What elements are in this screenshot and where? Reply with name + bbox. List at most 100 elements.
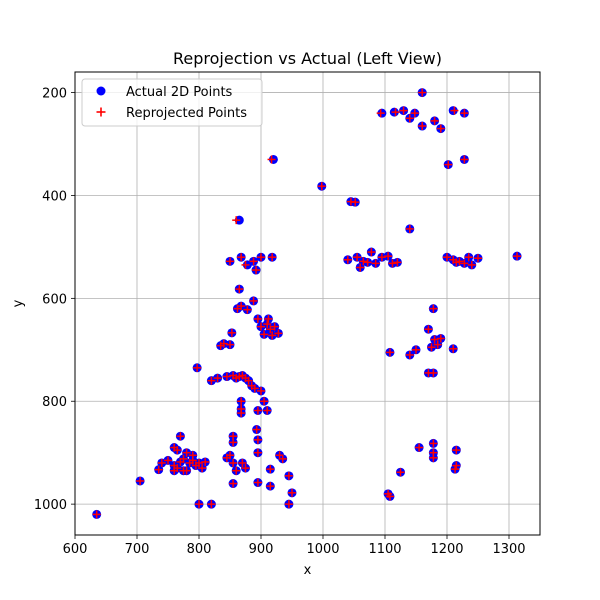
reprojected-point: [260, 330, 269, 339]
reprojected-point: [232, 216, 241, 225]
reprojected-point: [376, 109, 385, 118]
reprojected-point: [385, 348, 394, 357]
reprojected-point: [182, 448, 191, 457]
reprojected-point: [443, 253, 451, 262]
axis-ticks: 600 700 800 900 1000 1100 1200 1300 200 400 600 800…: [34, 87, 526, 557]
reprojected-point: [266, 482, 275, 491]
reprojected-point: [195, 500, 203, 509]
reprojected-point: [367, 248, 376, 257]
data-points: [92, 88, 522, 519]
reprojected-point: [252, 266, 261, 275]
legend-label-reprojected: Reprojected Points: [126, 106, 247, 121]
y-tick-label: 600: [42, 292, 67, 307]
reprojected-point: [207, 376, 216, 385]
reprojected-point: [460, 259, 469, 268]
reprojected-point: [449, 344, 458, 353]
reprojected-point: [467, 260, 476, 269]
reprojected-point: [241, 260, 250, 269]
reprojected-point: [396, 468, 405, 477]
reprojected-point: [451, 465, 460, 474]
reprojected-point: [257, 386, 265, 395]
reprojected-point: [216, 341, 225, 350]
reprojected-point: [424, 325, 433, 334]
legend-marker-reprojected: [96, 107, 106, 117]
reprojected-point: [253, 314, 262, 323]
reprojected-point: [179, 466, 188, 475]
reprojected-point: [136, 476, 145, 485]
reprojected-point: [201, 457, 210, 466]
reprojected-point: [249, 257, 258, 266]
reprojected-point: [388, 259, 397, 268]
reprojected-point: [164, 456, 172, 465]
reprojected-point: [436, 124, 445, 133]
reprojected-point: [257, 253, 265, 262]
reprojected-point: [243, 305, 252, 314]
reprojected-point: [222, 372, 231, 381]
reprojected-point: [436, 334, 445, 343]
reprojected-point: [460, 155, 469, 164]
reprojected-point: [188, 451, 197, 460]
reprojected-point: [173, 446, 182, 455]
reprojected-point: [284, 471, 293, 480]
reprojected-point: [253, 448, 262, 457]
y-tick-label: 1000: [34, 498, 67, 513]
reprojected-point: [266, 325, 275, 334]
reprojected-point: [288, 488, 296, 497]
x-tick-label: 800: [187, 542, 212, 557]
reprojected-point: [391, 108, 400, 117]
x-tick-label: 600: [63, 542, 88, 557]
reprojected-point: [268, 331, 277, 340]
reprojected-point: [410, 109, 419, 118]
reprojected-point: [260, 397, 269, 406]
legend: Actual 2D Points Reprojected Points: [81, 78, 263, 127]
reprojected-point: [270, 322, 279, 331]
reprojected-point: [263, 406, 272, 415]
reprojected-point: [213, 374, 222, 383]
reprojected-point: [455, 257, 464, 266]
reprojected-point: [229, 458, 238, 467]
reprojected-point: [351, 198, 360, 207]
reprojected-point: [252, 425, 261, 434]
reprojected-point: [464, 253, 473, 262]
x-tick-label: 1300: [492, 542, 525, 557]
reprojected-point: [429, 368, 438, 377]
reprojected-point: [363, 258, 372, 267]
reprojected-point: [278, 454, 287, 463]
reprojected-point: [238, 458, 247, 467]
reprojected-point: [418, 88, 427, 97]
reprojected-point: [385, 492, 394, 501]
reprojected-point: [317, 182, 326, 191]
reprojected-point: [227, 328, 236, 337]
reprojected-point: [430, 335, 439, 344]
reprojected-point: [237, 409, 246, 418]
reprojected-point: [371, 259, 380, 268]
legend-box: [81, 78, 263, 127]
x-tick-label: 1000: [306, 542, 339, 557]
reprojected-point: [433, 340, 442, 349]
reprojected-point: [444, 160, 453, 169]
reprojected-point: [249, 296, 258, 305]
chart-title: Reprojection vs Actual (Left View): [173, 49, 442, 68]
y-tick-label: 800: [42, 395, 67, 410]
reprojected-point: [226, 451, 234, 460]
reprojected-point: [237, 253, 246, 262]
reprojected-point: [170, 466, 179, 475]
reprojected-point: [513, 252, 522, 261]
reprojected-point: [268, 253, 277, 262]
reprojected-point: [427, 343, 436, 352]
legend-marker-actual: [96, 86, 106, 96]
y-tick-label: 400: [42, 189, 67, 204]
reprojected-point: [250, 384, 259, 393]
reprojected-point: [384, 252, 393, 261]
reprojected-point: [226, 340, 234, 349]
reprojected-point: [460, 109, 469, 118]
reprojected-point: [253, 435, 262, 444]
reprojected-point: [179, 454, 188, 463]
reprojected-point: [452, 461, 461, 470]
reprojected-point: [207, 500, 216, 509]
reprojected-point: [233, 304, 242, 313]
reprojected-point: [284, 500, 293, 509]
reprojected-point: [415, 443, 424, 452]
x-axis-label: x: [304, 563, 312, 578]
